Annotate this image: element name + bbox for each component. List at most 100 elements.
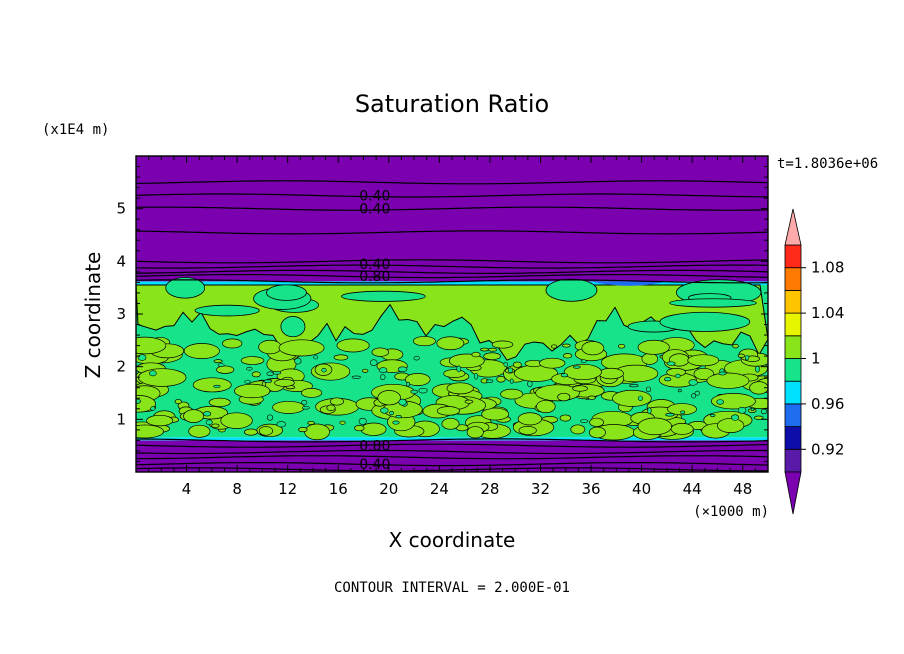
- cloud-blob: [598, 367, 624, 380]
- cloud-speck: [680, 410, 686, 415]
- cloud-speck: [369, 359, 378, 366]
- cloud-speck: [413, 355, 420, 361]
- cloud-speck: [244, 379, 251, 384]
- cloud-blob: [570, 424, 586, 435]
- cloud-blob: [188, 424, 211, 438]
- colorbar-under-arrow: [784, 471, 802, 515]
- cloud-blob: [588, 426, 606, 439]
- cloud-blob: [258, 339, 282, 355]
- cloud-blob: [234, 383, 271, 399]
- cloud-speck: [392, 420, 400, 425]
- cloud-blob: [333, 354, 349, 361]
- cloud-speck: [744, 354, 750, 361]
- cloud-speck: [395, 415, 402, 419]
- cloud-blob: [329, 397, 344, 406]
- cloud-speck: [246, 366, 253, 371]
- cloud-speck: [418, 387, 428, 394]
- cloud-speck: [149, 370, 157, 377]
- contour-line: [136, 438, 769, 443]
- cloud-blob: [687, 354, 720, 367]
- cloud-blob: [581, 341, 605, 356]
- cloud-blob: [716, 418, 745, 433]
- cloud-blob: [339, 420, 346, 425]
- contour-labels: 0.400.400.400.800.800.40: [359, 189, 390, 474]
- cloud-speck: [378, 367, 388, 374]
- contour-label: 0.80: [359, 269, 390, 285]
- cloud-speck: [509, 378, 514, 384]
- cloud-blob: [336, 338, 370, 353]
- cloud-speck: [213, 384, 221, 388]
- cloud-blob: [732, 343, 739, 349]
- x-axis-unit: (×1000 m): [693, 504, 769, 520]
- x-axis-label: X coordinate: [389, 528, 516, 552]
- band-3: [136, 281, 768, 286]
- cloud-speck: [527, 380, 533, 388]
- x-tick-label: 16: [329, 480, 348, 498]
- cloud-speck: [573, 365, 581, 369]
- cloud-blob: [304, 423, 330, 441]
- cloud-blob: [360, 422, 387, 436]
- cloud-blob: [500, 388, 524, 400]
- cloud-blob: [481, 407, 510, 421]
- cloud-blob: [211, 423, 220, 428]
- cloud-speck: [272, 371, 282, 375]
- cloud-blob: [536, 399, 556, 414]
- cloud-blob: [491, 340, 514, 349]
- cloud-speck: [664, 377, 672, 382]
- cloud-blob: [483, 352, 501, 361]
- cloud-blob: [377, 390, 401, 406]
- cloud-speck: [688, 379, 698, 386]
- cloud-blob: [518, 425, 537, 435]
- cloud-blob: [448, 353, 485, 369]
- colorbar-swatch: [784, 358, 802, 382]
- cloud-blob: [216, 365, 235, 374]
- cloud-blob: [617, 343, 626, 349]
- cloud-speck: [760, 408, 768, 415]
- cloud-blob: [272, 400, 305, 414]
- cloud-patch: [266, 284, 307, 301]
- x-tick-label: 32: [531, 480, 550, 498]
- cloud-blob: [667, 403, 697, 416]
- cloud-blob: [278, 339, 325, 357]
- colorbar-swatch: [784, 335, 802, 359]
- colorbar-swatch: [784, 267, 802, 291]
- cloud-speck: [750, 407, 755, 412]
- cloud-speck: [691, 393, 697, 399]
- cloud-speck: [203, 411, 212, 417]
- contour-line: [135, 230, 769, 235]
- cloud-speck: [301, 399, 308, 406]
- contour-line: [135, 269, 769, 274]
- cloud-speck: [677, 389, 682, 393]
- cloud-blob: [464, 399, 474, 404]
- contour-line: [135, 449, 768, 455]
- contour-label: 0.40: [359, 202, 390, 218]
- cloud-blob: [471, 351, 481, 358]
- cloud-patch: [341, 290, 426, 302]
- cloud-blob: [637, 417, 672, 436]
- x-tick-label: 20: [379, 480, 398, 498]
- cloud-speck: [665, 413, 675, 417]
- cloud-patch: [669, 298, 757, 308]
- cloud-blob: [298, 427, 308, 433]
- cloud-speck: [137, 354, 147, 361]
- colorbar-swatch: [784, 312, 802, 337]
- cloud-blob: [174, 399, 182, 405]
- y-tick-label: 2: [116, 358, 126, 376]
- contour-line: [135, 193, 769, 198]
- cloud-blob: [136, 336, 167, 355]
- cloud-speck: [313, 355, 319, 360]
- cloud-blob: [222, 338, 243, 349]
- x-tick-label: 24: [430, 480, 449, 498]
- colorbar: 0.92 0.96 1 1.04 1.08: [784, 208, 844, 515]
- cloud-blob: [557, 392, 571, 402]
- cloud-blob: [637, 339, 670, 355]
- cloud-blob: [136, 424, 164, 439]
- cloud-speck: [136, 398, 141, 404]
- y-axis-label: Z coordinate: [81, 252, 105, 379]
- cloud-speck: [731, 414, 740, 421]
- y-tick-label: 5: [116, 200, 126, 218]
- cloud-patch: [545, 278, 598, 302]
- x-tick-label: 12: [278, 480, 297, 498]
- cloud-blob: [412, 336, 436, 347]
